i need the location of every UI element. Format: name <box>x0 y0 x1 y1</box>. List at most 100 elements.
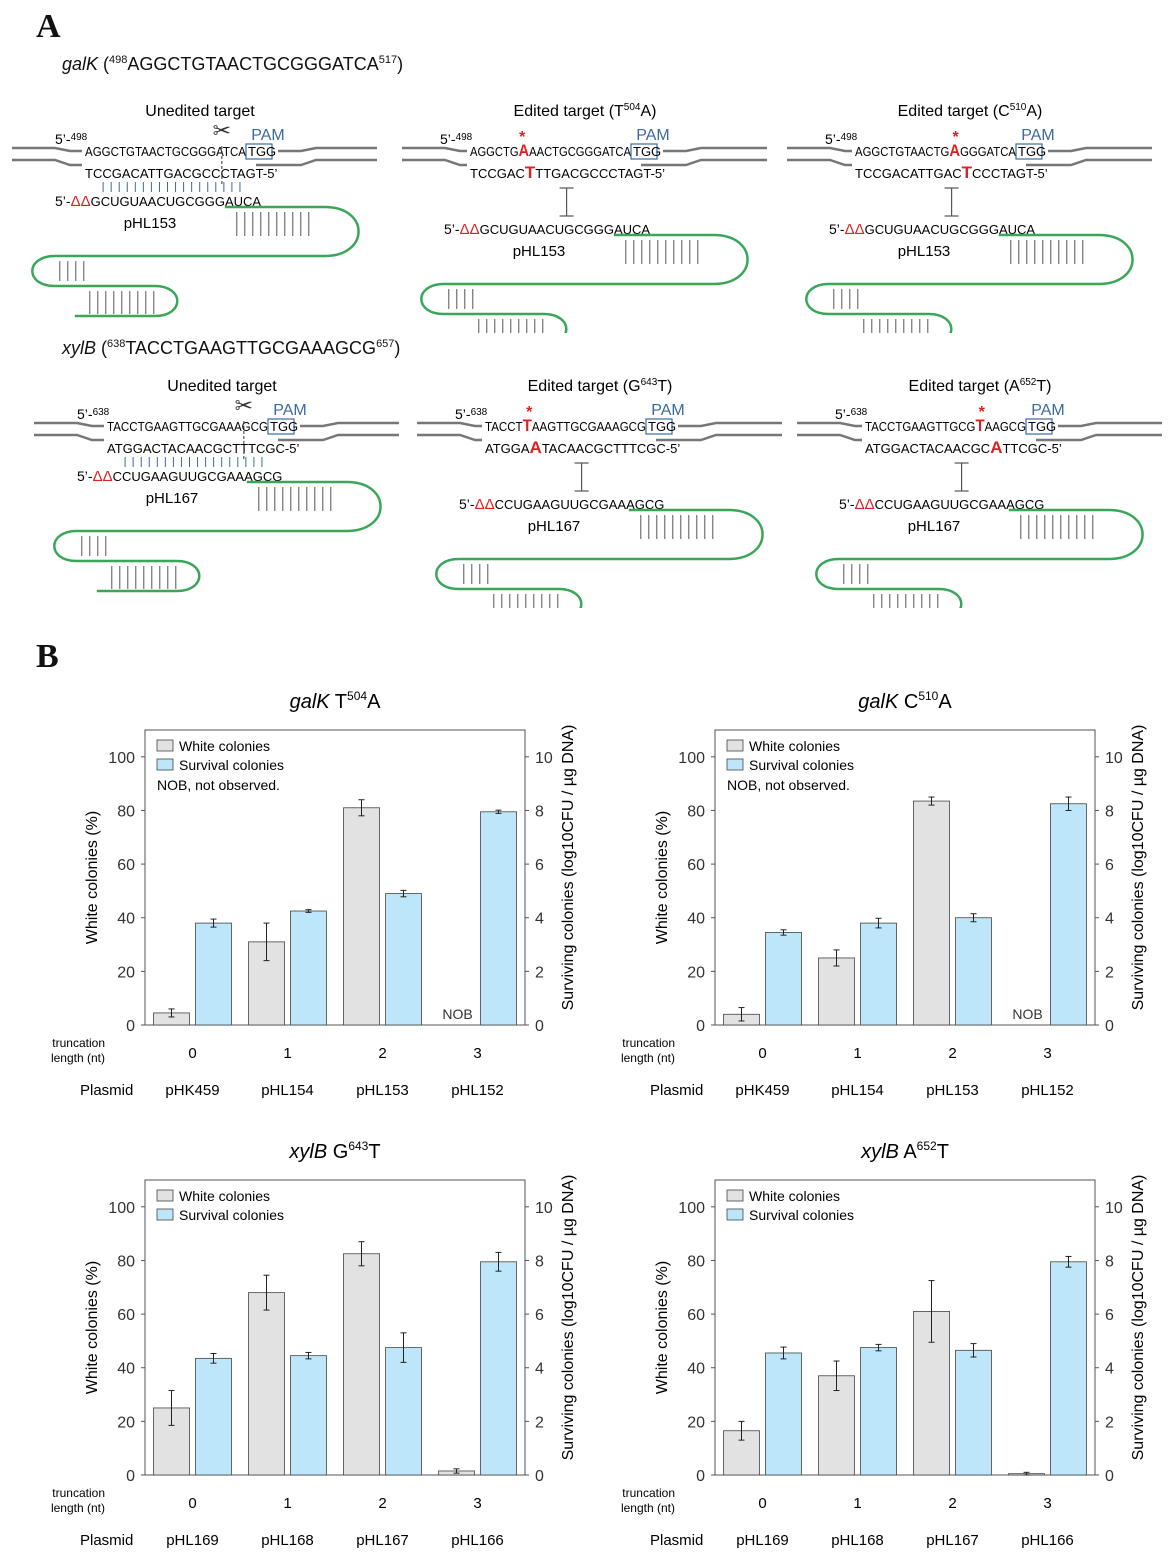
plot-frame <box>714 729 1096 1026</box>
category-label: 1 <box>853 1045 861 1062</box>
target-top-strand: TACCTGAAGTTGCGTAAGCG <box>865 416 1026 435</box>
plasmid-category-label: pHL152 <box>1021 1082 1074 1099</box>
plasmid-category-label: pHL154 <box>261 1082 314 1099</box>
row-label-length: length (nt) <box>51 1501 105 1515</box>
left-tick-label: 0 <box>696 1018 705 1035</box>
right-tick-label: 6 <box>1105 857 1114 874</box>
row-label-plasmid: Plasmid <box>80 1532 133 1549</box>
white-colonies-bar <box>248 1292 285 1476</box>
pam-label: PAM <box>273 402 306 419</box>
galk-gene-name: galK <box>62 54 99 74</box>
pam-box <box>630 143 658 160</box>
design-title: Edited target (C510A) <box>898 102 1043 120</box>
right-tick-label: 0 <box>535 1018 544 1035</box>
right-tick-label: 4 <box>535 1361 544 1378</box>
left-tick-label: 60 <box>687 1307 705 1324</box>
dna-top-right-line <box>278 146 377 153</box>
nob-label: NOB <box>1012 1006 1042 1022</box>
legend-swatch-survival <box>156 758 174 771</box>
pam-box <box>267 418 295 435</box>
dna-bottom-right-line <box>1026 158 1152 167</box>
galk-end: 517 <box>378 54 398 66</box>
white-colonies-bar <box>343 807 380 1026</box>
survival-colonies-bar <box>765 932 802 1026</box>
right-tick-label: 8 <box>535 1253 544 1270</box>
left-tick-label: 40 <box>117 911 135 928</box>
galk-edit-1-diagram: Edited target (T504A) 5’-498AGGCTGAAACTGC… <box>402 102 767 346</box>
dna-bottom-left-line <box>797 433 862 442</box>
category-label: 1 <box>283 1045 291 1062</box>
chart-title: xylB G643T <box>288 1139 380 1163</box>
row-label-plasmid: Plasmid <box>650 1532 703 1549</box>
xylb-edit-2-diagram: Edited target (A652T) 5’-638TACCTGAAGTTGC… <box>797 377 1162 621</box>
survival-colonies-bar <box>480 811 517 1026</box>
legend-survival: Survival colonies <box>179 1207 284 1223</box>
pam-sequence: TGG <box>1018 144 1046 159</box>
plasmid-category-label: pHL153 <box>926 1082 979 1099</box>
right-axis-label: Surviving colonies (log10CFU / µg DNA) <box>1130 1175 1147 1461</box>
target-bottom-strand: ATGGAATACAACGCTTTCGC-5’ <box>485 438 680 457</box>
plasmid-category-label: pHL168 <box>831 1532 884 1549</box>
xylb-edit-1-diagram: Edited target (G643T) 5’-638TACCTTAAGTTGC… <box>417 377 782 621</box>
legend-white: White colonies <box>179 1188 270 1204</box>
white-colonies-bar <box>343 1253 380 1476</box>
plasmid-category-label: pHL167 <box>356 1532 409 1549</box>
panel-b-letter: B <box>36 638 59 675</box>
white-colonies-bar <box>818 957 855 1026</box>
plasmid-category-label: pHL154 <box>831 1082 884 1099</box>
xylb-gene-name: xylB <box>62 338 97 358</box>
plasmid-category-label: pHL169 <box>166 1532 219 1549</box>
legend-swatch-white <box>156 1189 174 1202</box>
row-label-length: length (nt) <box>51 1051 105 1065</box>
xylb-target-heading: xylB (638TACCTGAAGTTGCGAAAGCG657) <box>62 338 401 358</box>
galk-start: 498 <box>109 54 128 66</box>
dna-bottom-left-line <box>12 158 82 167</box>
right-tick-label: 8 <box>1105 1253 1114 1270</box>
legend-white: White colonies <box>749 1188 840 1204</box>
plasmid-label: pHL167 <box>908 518 961 535</box>
pam-label: PAM <box>1031 402 1064 419</box>
design-title: Unedited target <box>167 378 277 395</box>
scissors-icon: ✂ <box>213 118 231 143</box>
category-label: 3 <box>1043 1045 1051 1062</box>
sgrna-scaffold <box>31 205 360 318</box>
right-tick-label: 10 <box>1105 750 1123 767</box>
dna-bottom-left-line <box>417 433 482 442</box>
white-colonies-bar <box>913 800 950 1026</box>
survival-colonies-bar <box>955 917 992 1026</box>
dna-bottom-right-line <box>656 433 782 442</box>
dna-top-left-line <box>417 421 482 428</box>
left-tick-label: 60 <box>117 857 135 874</box>
target-top-strand: AGGCTGTAACTGCGGGATCA <box>85 144 246 159</box>
mutation-star: * <box>519 129 526 146</box>
category-label: 0 <box>758 1495 766 1512</box>
target-top-strand: TACCTGAAGTTGCGAAAGCG <box>107 419 268 434</box>
left-tick-label: 80 <box>117 803 135 820</box>
right-tick-label: 4 <box>535 911 544 928</box>
pam-sequence: TGG <box>648 419 676 434</box>
legend-survival: Survival colonies <box>749 757 854 773</box>
sgrna-scaffold <box>805 233 1134 346</box>
xylb-start: 638 <box>107 338 126 350</box>
legend-swatch-white <box>726 739 744 752</box>
sgrna-scaffold <box>53 480 382 593</box>
plasmid-label: pHL153 <box>898 243 951 260</box>
chart-3: xylB G643T 0 20 40 60 80 100 0 2 4 6 8 10 White colon… <box>40 1130 610 1550</box>
five-prime-label: 5’-498 <box>55 131 88 147</box>
survival-colonies-bar <box>195 1357 232 1476</box>
dna-top-right-line <box>1058 421 1162 428</box>
dna-bottom-right-line <box>278 433 399 442</box>
five-prime-label: 5’-498 <box>825 131 858 147</box>
dna-bottom-left-line <box>34 433 104 442</box>
dna-bottom-right-line <box>256 158 377 167</box>
right-tick-label: 8 <box>1105 803 1114 820</box>
survival-colonies-bar <box>480 1261 517 1476</box>
left-tick-label: 40 <box>687 1361 705 1378</box>
pam-sequence: TGG <box>633 144 661 159</box>
left-tick-label: 20 <box>117 964 135 981</box>
survival-colonies-bar <box>860 1347 897 1476</box>
row-label-length: length (nt) <box>621 1501 675 1515</box>
target-bottom-strand: TCCGACTTTGACGCCCTAGT-5’ <box>470 163 665 182</box>
